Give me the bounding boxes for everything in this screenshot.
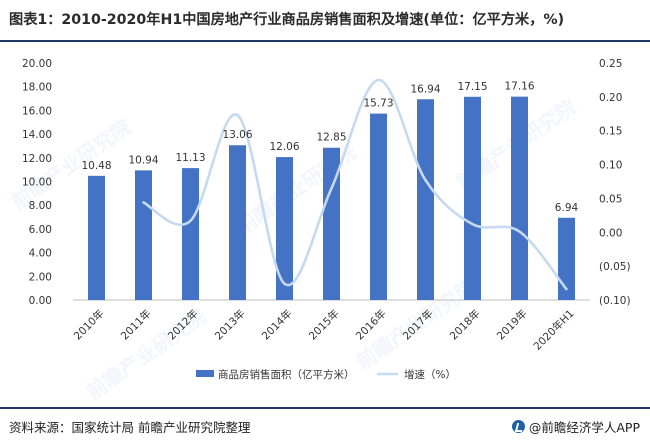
bar [182, 168, 199, 300]
combo-chart: 前瞻产业研究院前瞻产业研究院前瞻产业研究院前瞻产业研究院前瞻产业研究院 0.00… [7, 58, 631, 404]
brand-label: @前瞻经济学人APP [528, 420, 640, 435]
bar-value-label: 15.73 [363, 98, 393, 110]
x-tick-label: 2014年 [259, 307, 295, 343]
y-right-tick-label: 0.25 [599, 58, 622, 70]
title-divider [0, 40, 650, 42]
bar [511, 96, 528, 301]
y-right-tick-label: 0.00 [599, 227, 622, 239]
bar-value-label: 17.16 [504, 81, 534, 93]
bar-value-label: 13.06 [222, 129, 252, 141]
x-tick-label: 2013年 [212, 307, 248, 343]
y-right-tick-label: 0.20 [599, 92, 622, 104]
legend-bar-swatch [196, 370, 214, 377]
y-left-tick-label: 2.00 [29, 271, 52, 283]
y-right-tick-label: (0.05) [599, 261, 631, 273]
source-note: 资料来源：国家统计局 前瞻产业研究院整理 [9, 420, 251, 435]
legend-bar-label: 商品房销售面积（亿平方米） [218, 368, 355, 381]
bar-value-label: 10.94 [128, 154, 158, 166]
bar-value-label: 6.94 [555, 202, 579, 214]
y-left-tick-label: 12.00 [22, 153, 52, 165]
bar [229, 145, 246, 300]
y-left-tick-label: 14.00 [22, 129, 52, 141]
y-left-tick-label: 4.00 [29, 248, 52, 260]
legend-line-label: 增速（%） [404, 368, 456, 381]
x-tick-label: 2020年H1 [531, 307, 577, 353]
bar-value-label: 12.06 [269, 141, 299, 153]
chart-title: 图表1：2010-2020年H1中国房地产行业商品房销售面积及增速(单位：亿平方… [9, 12, 565, 28]
y-left-tick-label: 20.00 [22, 58, 52, 70]
y-left-tick-label: 10.00 [22, 177, 52, 189]
footer: 资料来源：国家统计局 前瞻产业研究院整理 @前瞻经济学人APP [0, 411, 650, 439]
y-left-tick-label: 8.00 [29, 200, 52, 212]
y-right-tick-label: 0.15 [599, 126, 622, 138]
bar [370, 113, 387, 300]
brand: @前瞻经济学人APP [511, 417, 640, 436]
x-tick-label: 2010年 [71, 307, 107, 343]
y-left-tick-label: 6.00 [29, 224, 52, 236]
bar [464, 96, 481, 301]
y-left-tick-label: 16.00 [22, 105, 52, 117]
bar-value-label: 12.85 [316, 132, 346, 144]
growth-line [142, 78, 568, 291]
bar [558, 217, 575, 300]
y-right-tick-label: 0.10 [599, 160, 622, 172]
bar [276, 157, 293, 300]
bar-value-label: 16.94 [410, 83, 440, 95]
bar [417, 99, 434, 300]
brand-logo-icon [511, 420, 525, 433]
y-left-tick-label: 18.00 [22, 82, 52, 94]
y-right-tick-label: (0.10) [599, 295, 631, 307]
x-tick-label: 2015年 [306, 307, 342, 343]
y-left-tick-label: 0.00 [29, 295, 52, 307]
bar [88, 175, 105, 300]
y-right-tick-label: 0.05 [599, 193, 622, 205]
bar [135, 170, 152, 300]
bar-value-label: 11.13 [175, 152, 205, 164]
x-tick-label: 2019年 [494, 307, 530, 343]
bar [323, 147, 340, 300]
footer-divider [0, 407, 650, 409]
bar-value-label: 17.15 [457, 81, 487, 93]
bar-value-label: 10.48 [81, 160, 111, 172]
